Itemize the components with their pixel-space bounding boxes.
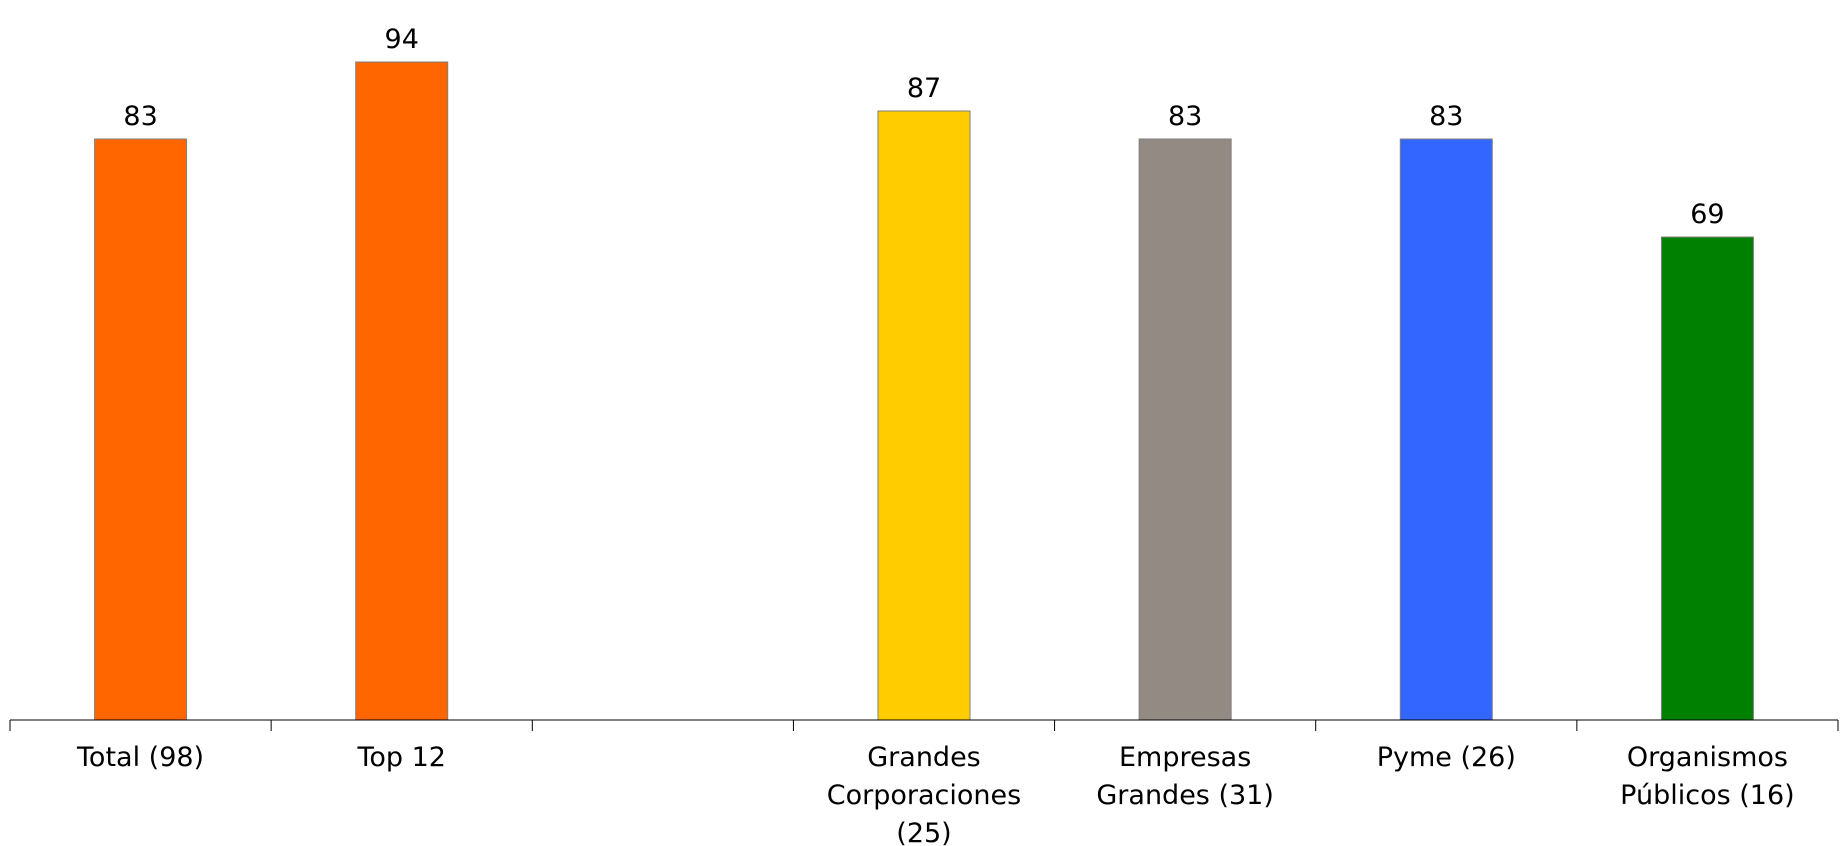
bars-group <box>94 61 1754 721</box>
bar-4 <box>1138 138 1232 721</box>
bar-1 <box>355 61 449 721</box>
bar-3 <box>877 110 971 721</box>
bar-0 <box>94 138 188 721</box>
category-label-3: Grandes Corporaciones (25) <box>827 742 1021 846</box>
x-axis <box>9 719 1839 731</box>
category-label-1: Top 12 <box>356 742 446 773</box>
value-label-1: 94 <box>385 24 419 55</box>
category-label-4: Empresas Grandes (31) <box>1096 742 1274 811</box>
value-label-4: 83 <box>1168 101 1202 132</box>
category-labels-group: Total (98) Top 12 Grandes Corporaciones (25)… <box>76 742 1795 846</box>
value-label-3: 87 <box>907 73 941 104</box>
bar-6 <box>1660 236 1754 721</box>
value-label-6: 69 <box>1690 199 1724 230</box>
category-label-6: Organismos Públicos (16) <box>1620 742 1795 811</box>
value-labels-group: 83 94 87 83 83 69 <box>123 24 1724 230</box>
value-label-5: 83 <box>1429 101 1463 132</box>
value-label-0: 83 <box>123 101 157 132</box>
category-label-5: Pyme (26) <box>1377 742 1516 773</box>
category-label-0: Total (98) <box>76 742 204 773</box>
bar-5 <box>1399 138 1493 721</box>
